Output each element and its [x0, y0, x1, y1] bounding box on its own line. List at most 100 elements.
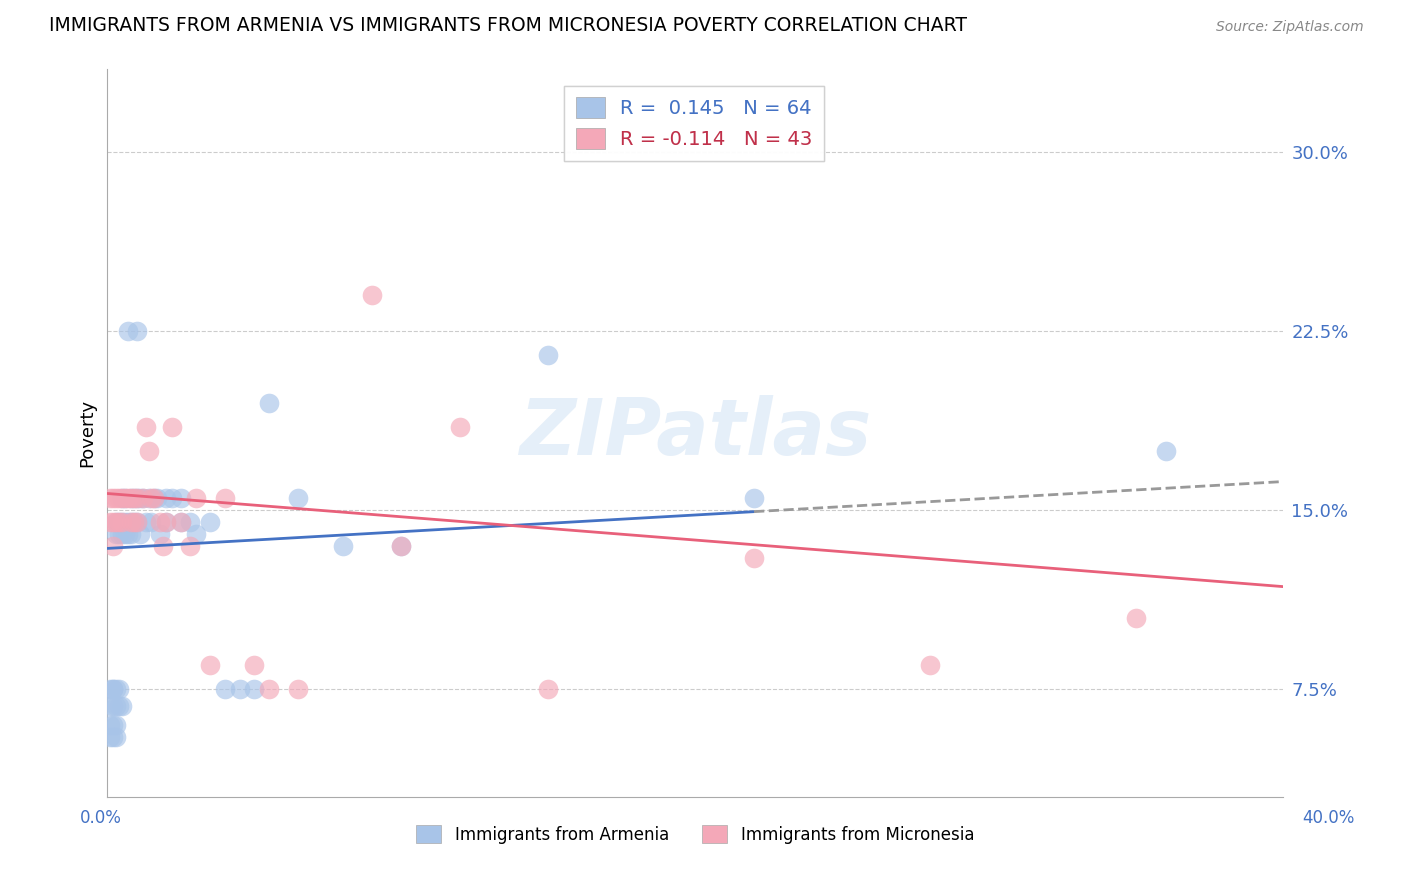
Point — [920, 658, 942, 673]
Point — [105, 515, 128, 529]
Point — [537, 682, 560, 697]
Point — [114, 515, 136, 529]
Point — [108, 682, 131, 697]
Point — [108, 527, 131, 541]
Point — [184, 527, 207, 541]
Point — [135, 419, 157, 434]
Point — [138, 491, 160, 506]
Point — [120, 515, 142, 529]
Point — [98, 730, 121, 744]
Point — [243, 682, 266, 697]
Point — [122, 491, 145, 506]
Point — [117, 491, 139, 506]
Point — [125, 491, 148, 506]
Point — [103, 682, 125, 697]
Point — [117, 527, 139, 541]
Point — [179, 539, 201, 553]
Point — [1154, 443, 1177, 458]
Point — [98, 718, 121, 732]
Legend: R =  0.145   N = 64, R = -0.114   N = 43: R = 0.145 N = 64, R = -0.114 N = 43 — [564, 86, 824, 161]
Text: IMMIGRANTS FROM ARMENIA VS IMMIGRANTS FROM MICRONESIA POVERTY CORRELATION CHART: IMMIGRANTS FROM ARMENIA VS IMMIGRANTS FR… — [49, 16, 967, 35]
Point — [149, 515, 172, 529]
Point — [114, 491, 136, 506]
Point — [143, 491, 166, 506]
Point — [214, 491, 236, 506]
Point — [287, 682, 309, 697]
Point — [361, 288, 384, 302]
Point — [332, 539, 354, 553]
Point — [120, 491, 142, 506]
Point — [122, 515, 145, 529]
Point — [389, 539, 412, 553]
Point — [122, 491, 145, 506]
Point — [160, 491, 183, 506]
Point — [111, 491, 134, 506]
Point — [287, 491, 309, 506]
Point — [155, 491, 177, 506]
Point — [111, 515, 134, 529]
Point — [152, 539, 174, 553]
Point — [179, 515, 201, 529]
Point — [131, 491, 153, 506]
Point — [160, 419, 183, 434]
Point — [155, 515, 177, 529]
Point — [108, 698, 131, 713]
Point — [131, 491, 153, 506]
Text: 40.0%: 40.0% — [1302, 809, 1355, 827]
Text: ZIPatlas: ZIPatlas — [519, 394, 872, 471]
Point — [103, 718, 125, 732]
Point — [120, 515, 142, 529]
Point — [135, 515, 157, 529]
Point — [200, 658, 222, 673]
Point — [449, 419, 471, 434]
Text: Source: ZipAtlas.com: Source: ZipAtlas.com — [1216, 21, 1364, 34]
Y-axis label: Poverty: Poverty — [79, 399, 96, 467]
Point — [120, 491, 142, 506]
Point — [742, 551, 765, 566]
Point — [108, 515, 131, 529]
Point — [146, 491, 169, 506]
Point — [125, 324, 148, 338]
Point — [103, 730, 125, 744]
Point — [742, 491, 765, 506]
Point — [98, 515, 121, 529]
Point — [214, 682, 236, 697]
Point — [184, 491, 207, 506]
Point — [120, 527, 142, 541]
Point — [108, 491, 131, 506]
Point — [103, 491, 125, 506]
Point — [389, 539, 412, 553]
Point — [228, 682, 250, 697]
Point — [170, 491, 193, 506]
Point — [257, 682, 280, 697]
Point — [128, 527, 150, 541]
Point — [108, 515, 131, 529]
Point — [149, 527, 172, 541]
Text: 0.0%: 0.0% — [80, 809, 122, 827]
Point — [114, 527, 136, 541]
Point — [98, 682, 121, 697]
Point — [103, 698, 125, 713]
Point — [105, 527, 128, 541]
Point — [98, 698, 121, 713]
Point — [111, 698, 134, 713]
Point — [103, 682, 125, 697]
Point — [128, 491, 150, 506]
Point — [122, 515, 145, 529]
Point — [105, 515, 128, 529]
Point — [111, 527, 134, 541]
Point — [98, 491, 121, 506]
Point — [103, 539, 125, 553]
Point — [125, 515, 148, 529]
Point — [141, 515, 163, 529]
Point — [117, 515, 139, 529]
Point — [111, 515, 134, 529]
Point — [105, 682, 128, 697]
Point — [170, 515, 193, 529]
Point — [141, 491, 163, 506]
Point — [243, 658, 266, 673]
Point — [111, 491, 134, 506]
Point — [143, 491, 166, 506]
Point — [125, 491, 148, 506]
Point — [105, 718, 128, 732]
